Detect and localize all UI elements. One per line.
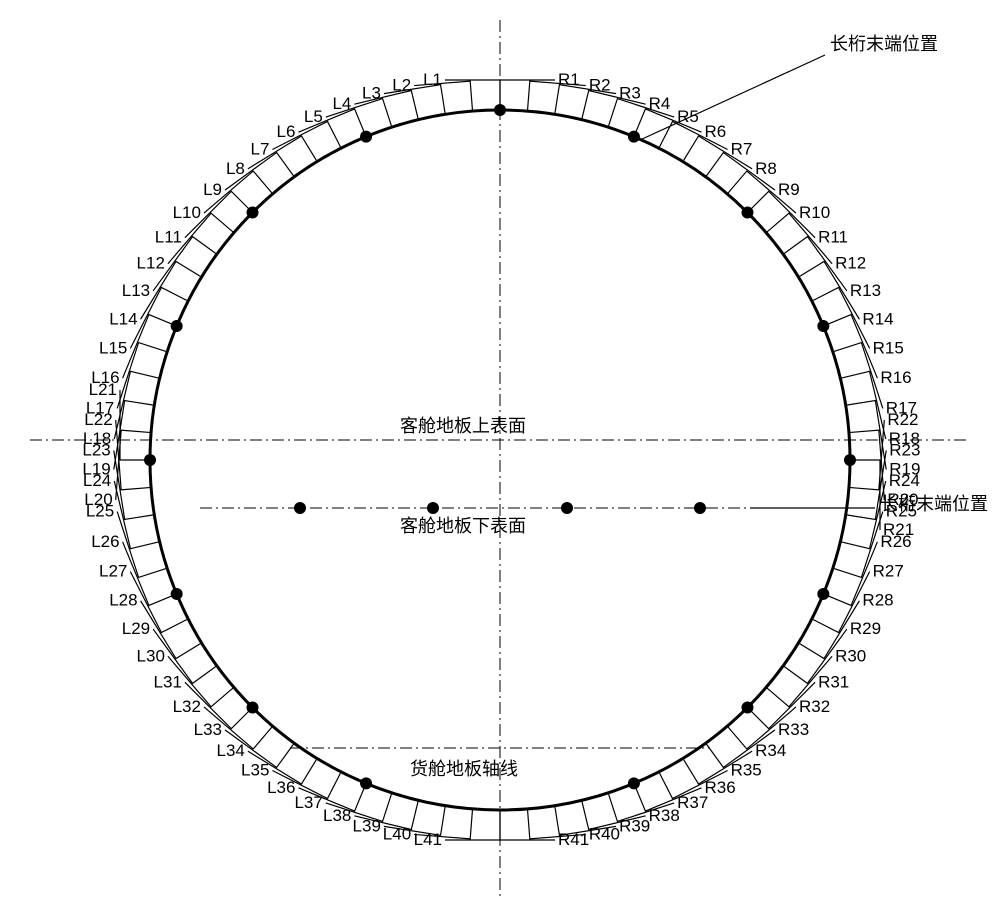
label-L8: L8 xyxy=(226,159,245,178)
label-R38: R38 xyxy=(649,806,680,825)
label-R13: R13 xyxy=(850,281,881,300)
floor-dot xyxy=(294,502,306,514)
label-L6: L6 xyxy=(277,122,296,141)
label-L41: L41 xyxy=(414,830,442,849)
stringer-end-dot xyxy=(844,454,856,466)
stringer-end-dot xyxy=(817,588,829,600)
label-L4: L4 xyxy=(332,94,351,113)
stringer-end-dot xyxy=(628,131,640,143)
floor-dot xyxy=(427,502,439,514)
label-L7: L7 xyxy=(250,139,269,158)
label-L9: L9 xyxy=(203,180,222,199)
floor-dot xyxy=(561,502,573,514)
label-R26: R26 xyxy=(880,532,911,551)
label-L25: L25 xyxy=(86,502,114,521)
stringer-end-dot xyxy=(144,454,156,466)
label-R37: R37 xyxy=(677,793,708,812)
label-R24: R24 xyxy=(889,471,920,490)
label-L29: L29 xyxy=(122,619,150,638)
stringer-end-dot xyxy=(247,701,259,713)
stringer-end-dot xyxy=(741,207,753,219)
label-L23: L23 xyxy=(82,440,110,459)
label-L14: L14 xyxy=(109,309,137,328)
stringer-end-dot xyxy=(494,104,506,116)
stringer-end-dot xyxy=(171,588,183,600)
stringer-end-dot xyxy=(360,131,372,143)
label-R33: R33 xyxy=(778,720,809,739)
label-L13: L13 xyxy=(122,281,150,300)
label-L11: L11 xyxy=(155,228,182,247)
fuselage-cross-section-diagram: R1R2R3R4R5R6R7R8R9R10R11R12R13R14R15R16R… xyxy=(0,0,1000,918)
label-L32: L32 xyxy=(173,697,201,716)
label-L35: L35 xyxy=(241,761,269,780)
stringer-end-dot xyxy=(360,777,372,789)
label-R36: R36 xyxy=(705,778,736,797)
annotation-cargo_axis: 货舱地板轴线 xyxy=(410,759,518,779)
label-R34: R34 xyxy=(755,741,786,760)
label-R23: R23 xyxy=(889,440,920,459)
label-L28: L28 xyxy=(109,591,137,610)
label-R7: R7 xyxy=(731,139,753,158)
label-L33: L33 xyxy=(194,720,222,739)
label-R10: R10 xyxy=(799,203,830,222)
label-L15: L15 xyxy=(99,338,127,357)
label-L30: L30 xyxy=(137,646,165,665)
label-R16: R16 xyxy=(880,368,911,387)
stringer-end-dot xyxy=(171,320,183,332)
label-R9: R9 xyxy=(778,180,800,199)
label-R27: R27 xyxy=(873,562,904,581)
stringer-end-dot xyxy=(741,701,753,713)
label-L27: L27 xyxy=(99,562,127,581)
label-L36: L36 xyxy=(267,778,295,797)
annotation-upper_floor: 客舱地板上表面 xyxy=(400,416,526,436)
label-L34: L34 xyxy=(216,741,244,760)
annotation-stringer_end_mid: 长桁末端位置 xyxy=(880,494,988,514)
label-R30: R30 xyxy=(835,646,866,665)
stringer-end-dot xyxy=(247,207,259,219)
label-L10: L10 xyxy=(173,203,201,222)
floor-dot xyxy=(694,502,706,514)
label-R32: R32 xyxy=(799,697,830,716)
label-L37: L37 xyxy=(294,793,322,812)
label-R8: R8 xyxy=(755,159,777,178)
label-R22: R22 xyxy=(887,410,918,429)
label-R11: R11 xyxy=(818,228,848,247)
label-L12: L12 xyxy=(137,254,165,273)
label-L40: L40 xyxy=(383,824,411,843)
label-R41: R41 xyxy=(558,830,589,849)
label-L21: L21 xyxy=(89,380,117,399)
stringer-end-dot xyxy=(817,320,829,332)
annotation-lower_floor: 客舱地板下表面 xyxy=(400,516,526,536)
label-L31: L31 xyxy=(154,672,182,691)
label-R40: R40 xyxy=(589,824,620,843)
annotation-stringer_end_top: 长桁末端位置 xyxy=(830,34,938,54)
label-L39: L39 xyxy=(353,816,381,835)
label-L24: L24 xyxy=(83,471,111,490)
label-R29: R29 xyxy=(850,619,881,638)
label-R6: R6 xyxy=(705,122,727,141)
label-R35: R35 xyxy=(731,761,762,780)
label-R31: R31 xyxy=(818,672,849,691)
label-L38: L38 xyxy=(323,806,351,825)
label-R15: R15 xyxy=(873,338,904,357)
label-L22: L22 xyxy=(84,410,112,429)
label-R28: R28 xyxy=(862,591,893,610)
stringer-end-dot xyxy=(628,777,640,789)
label-R39: R39 xyxy=(619,816,650,835)
label-R12: R12 xyxy=(835,254,866,273)
label-L26: L26 xyxy=(91,532,119,551)
label-R14: R14 xyxy=(862,309,893,328)
